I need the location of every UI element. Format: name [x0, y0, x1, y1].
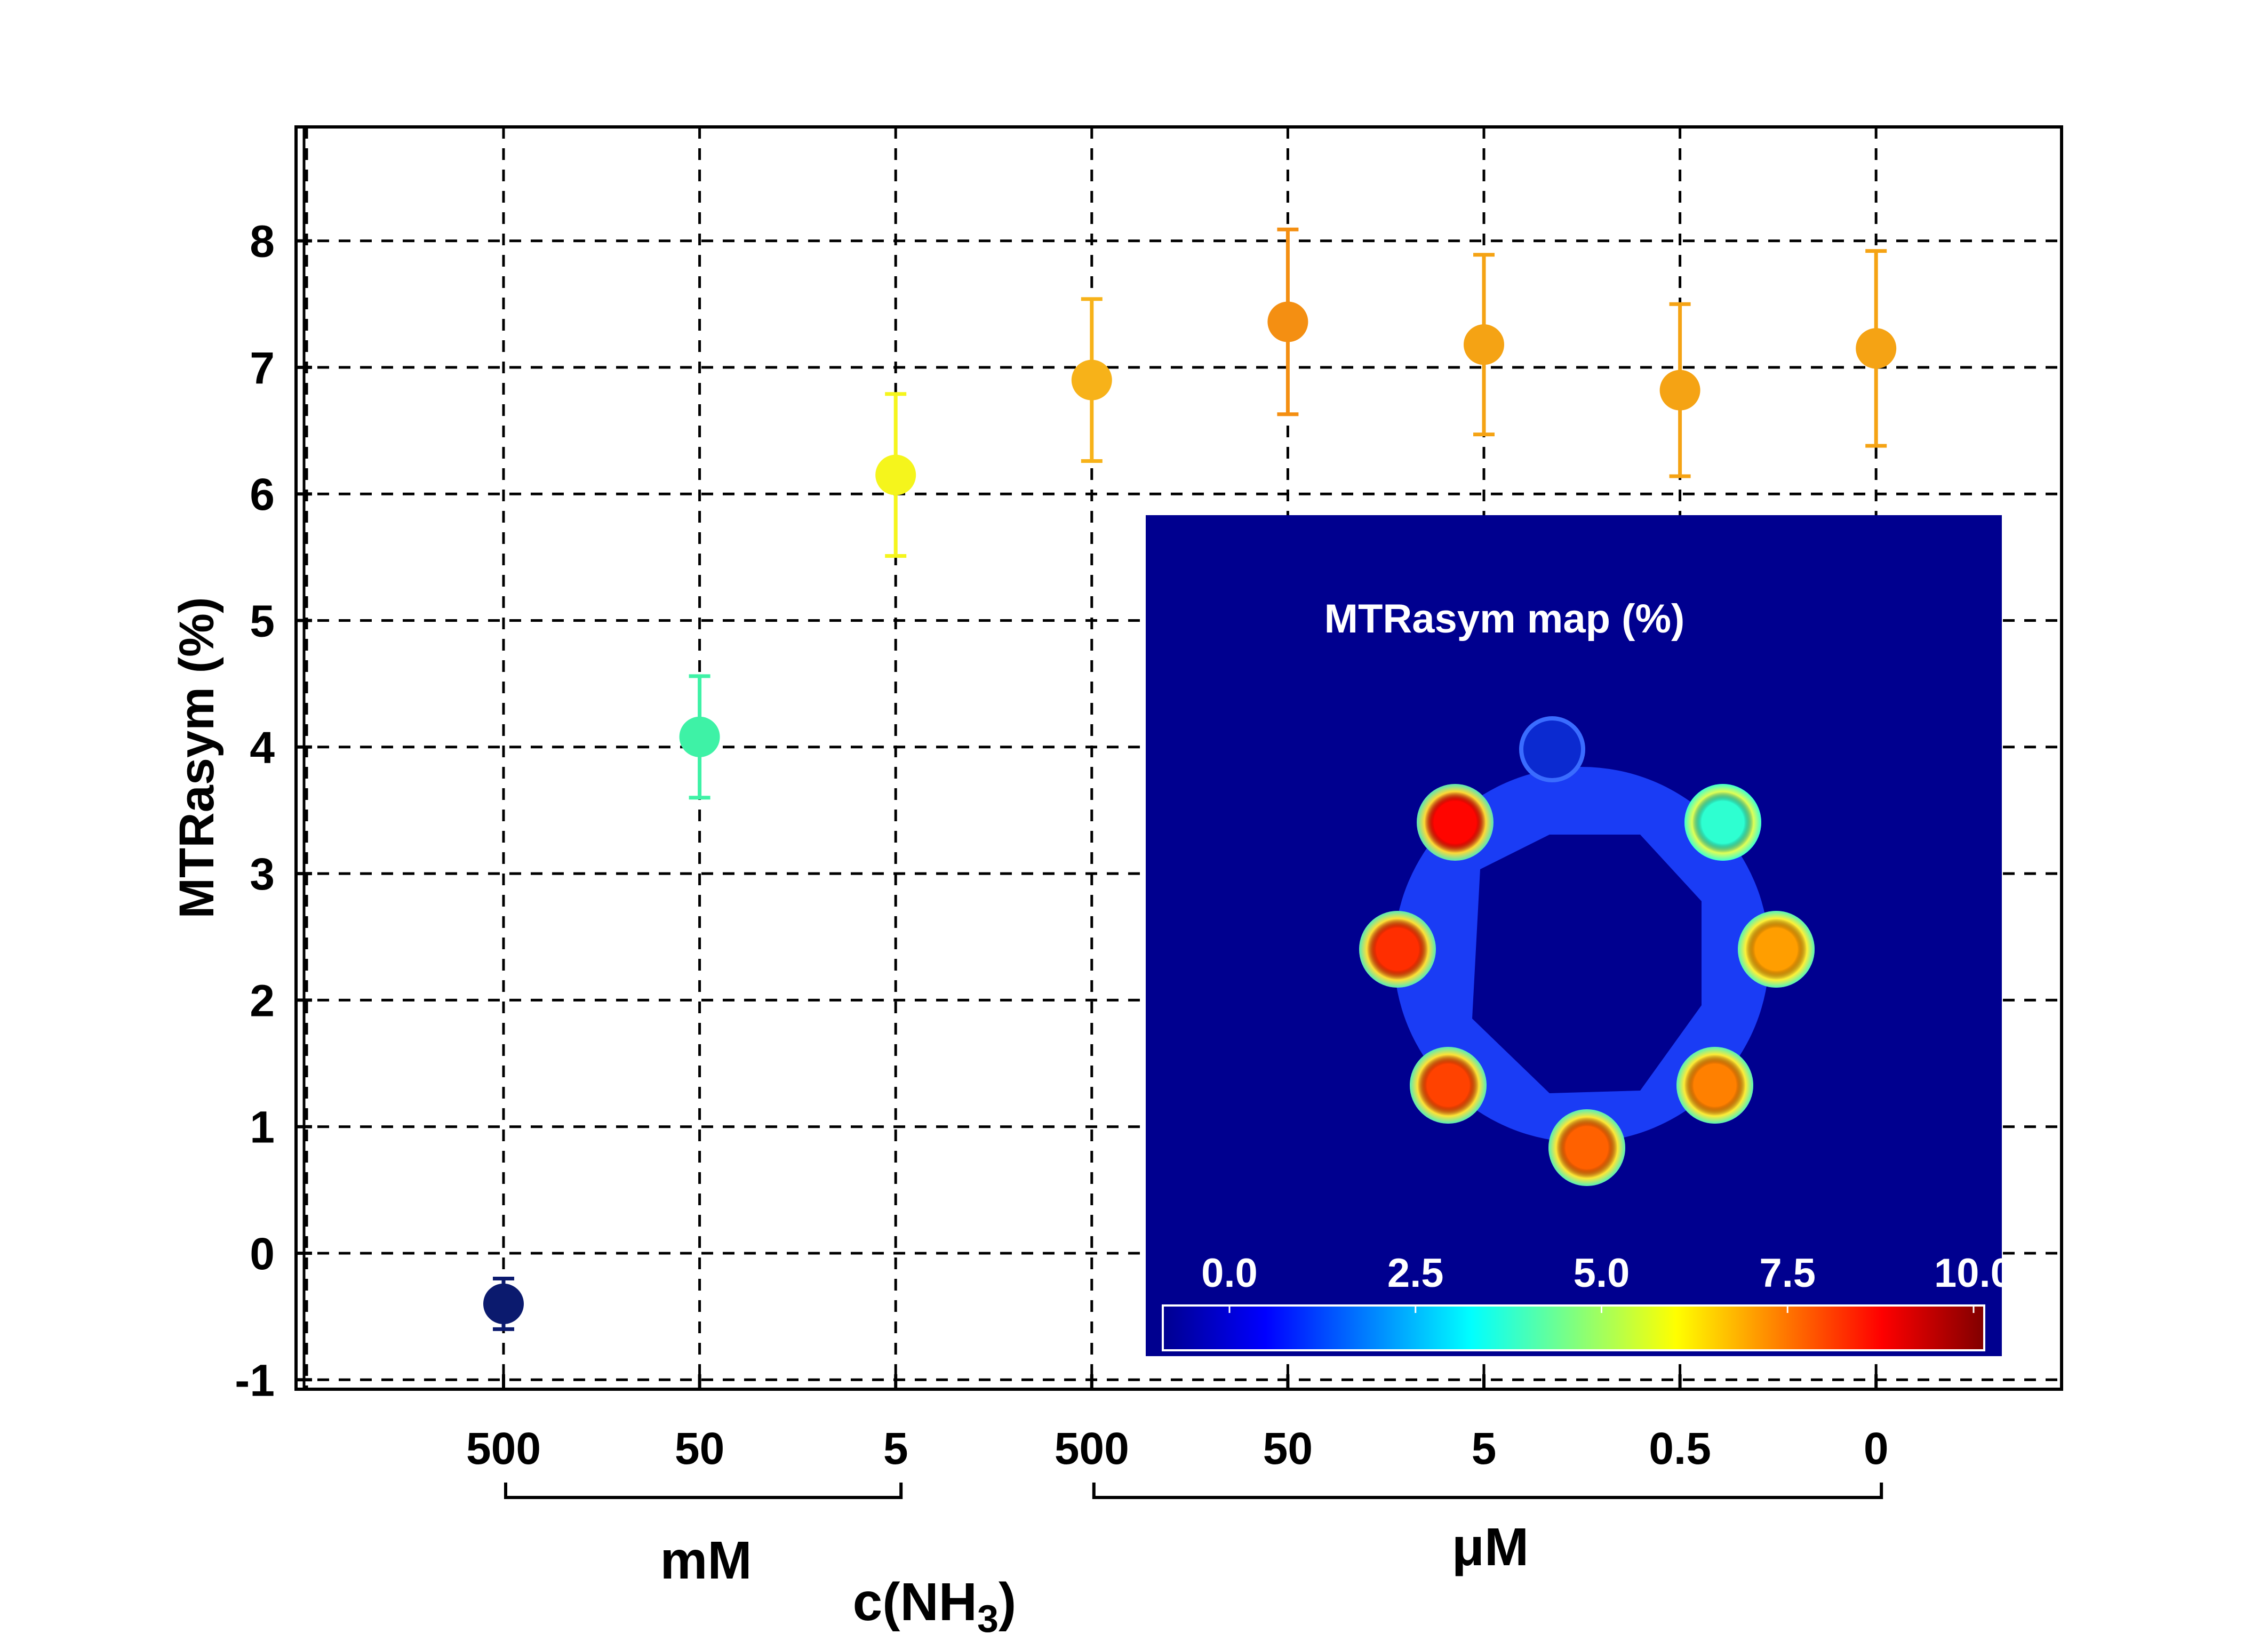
x-tick-label: 500: [1055, 1423, 1129, 1473]
colorbar-label: 0.0: [1201, 1251, 1258, 1296]
x-tick-label: 5: [883, 1423, 908, 1473]
colorbar-label: 10.0: [1934, 1251, 2013, 1296]
group-label: mM: [660, 1531, 752, 1590]
group-bracket: [504, 1483, 903, 1499]
y-axis-label-group: MTRasym (%): [170, 597, 224, 918]
data-point-5: [1464, 253, 1504, 437]
y-axis-label: MTRasym (%): [170, 597, 224, 918]
inset-vial-7: [1519, 716, 1585, 782]
data-point-3: [1071, 297, 1112, 463]
data-points: [483, 227, 1897, 1331]
data-marker: [1071, 359, 1112, 401]
data-point-2: [875, 392, 916, 558]
vial-rim: [1410, 1047, 1487, 1124]
x-axis-ticks: 500 50 5 500 50 5 0.5 0: [466, 1374, 1889, 1473]
vial-rim: [1684, 784, 1761, 861]
vial-rim: [1738, 911, 1815, 988]
vial-rim: [1359, 911, 1436, 988]
x-tick-label: 50: [1263, 1423, 1313, 1473]
phantom-hole: [1472, 835, 1702, 1093]
inset-vial-3: [1738, 911, 1815, 988]
inset-vial-2: [1359, 911, 1436, 988]
group-1: μM: [1092, 1483, 1883, 1577]
group-0: mM: [504, 1483, 903, 1590]
colorbar-label: 7.5: [1759, 1251, 1816, 1296]
data-point-0: [483, 1276, 524, 1331]
data-marker: [483, 1283, 524, 1324]
inset-vial-4: [1410, 1047, 1487, 1124]
inset-vial-1: [1684, 784, 1761, 861]
data-marker: [1659, 370, 1700, 411]
vial-rim: [1676, 1047, 1753, 1124]
y-tick-label: 3: [250, 849, 275, 899]
data-point-4: [1267, 227, 1308, 416]
category-groups: mM μM: [504, 1483, 1883, 1590]
vial-rim: [1417, 784, 1494, 861]
y-tick-label: 4: [250, 723, 275, 773]
y-tick-label: -1: [235, 1355, 275, 1405]
inset-vial-0: [1417, 784, 1494, 861]
y-tick-label: 2: [250, 975, 275, 1026]
y-tick-label: 5: [250, 596, 275, 646]
inset-vial-6: [1548, 1109, 1625, 1186]
inset-map: MTRasym map (%) 0.0 2.5 5.0 7.5 10.0: [1146, 515, 2013, 1356]
group-label: μM: [1452, 1517, 1529, 1577]
colorbar: [1162, 1304, 1985, 1351]
data-marker: [679, 716, 720, 757]
vial-rim: [1548, 1109, 1625, 1186]
y-tick-label: 1: [250, 1102, 275, 1152]
y-tick-label: 6: [250, 469, 275, 519]
data-point-6: [1659, 302, 1700, 478]
x-tick-label: 500: [466, 1423, 541, 1473]
data-marker: [1267, 301, 1308, 342]
colorbar-label: 2.5: [1387, 1251, 1444, 1296]
y-tick-label: 8: [250, 217, 275, 267]
y-tick-label: 0: [250, 1229, 275, 1279]
vial-fill: [1519, 716, 1585, 782]
data-point-1: [679, 674, 720, 800]
x-tick-label: 5: [1472, 1423, 1497, 1473]
inset-vial-5: [1676, 1047, 1753, 1124]
data-marker: [875, 454, 916, 495]
x-axis-label: c(NH3): [853, 1572, 1017, 1634]
group-bracket: [1092, 1483, 1883, 1499]
x-tick-label: 50: [675, 1423, 724, 1473]
colorbar-label: 5.0: [1574, 1251, 1630, 1296]
data-marker: [1464, 324, 1504, 365]
inset-title: MTRasym map (%): [1324, 596, 1685, 642]
x-tick-label: 0: [1864, 1423, 1889, 1473]
data-point-7: [1856, 249, 1897, 448]
data-marker: [1856, 328, 1897, 369]
y-axis-ticks: 8 7 6 5 4 3 2 1 0 -1: [235, 217, 312, 1405]
plot-border: [294, 125, 2063, 1391]
y-tick-label: 7: [250, 343, 275, 393]
x-tick-label: 0.5: [1649, 1423, 1711, 1473]
